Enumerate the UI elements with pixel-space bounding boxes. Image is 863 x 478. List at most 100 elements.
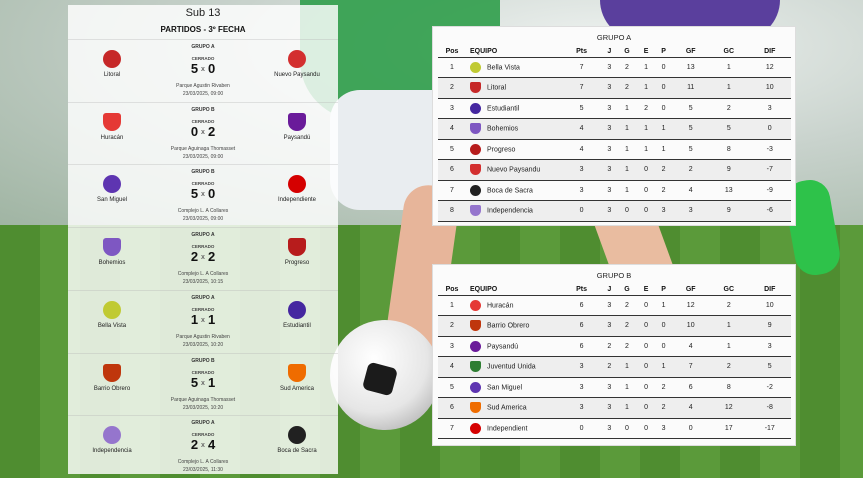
team-crest-icon	[470, 143, 481, 155]
table-row[interactable]: 7 Independient 0 3 0 0 3 0 17 -17	[438, 418, 791, 439]
home-team[interactable]: San Miguel	[67, 175, 157, 203]
cell-g: 0	[616, 418, 638, 439]
table-row[interactable]: 6 Sud America 3 3 1 0 2 4 12 -8	[438, 397, 791, 419]
cell-team[interactable]: Progreso	[466, 139, 561, 160]
table-row[interactable]: 2 Barrio Obrero 6 3 2 0 0 10 1 9	[438, 315, 791, 337]
cell-gc: 5	[709, 118, 749, 140]
away-team[interactable]: Sud America	[252, 363, 342, 392]
cell-team[interactable]: Nuevo Paysandu	[466, 159, 561, 181]
team-crest-icon	[470, 402, 481, 414]
away-team[interactable]: Progreso	[252, 238, 342, 266]
home-team-name: Bella Vista	[97, 322, 127, 329]
cell-team[interactable]: Independencia	[466, 200, 561, 222]
col-e: E	[637, 284, 655, 296]
cell-j: 3	[602, 315, 617, 337]
cell-gf: 2	[672, 159, 710, 181]
cell-p: 1	[654, 295, 673, 316]
away-score: 1	[207, 374, 216, 390]
col-e: E	[637, 46, 655, 58]
cell-e: 0	[637, 315, 655, 337]
table-row[interactable]: 4 Juventud Unida 3 2 1 0 1 7 2 5	[438, 356, 791, 378]
team-crest-icon	[470, 102, 481, 114]
table-row[interactable]: 5 San Miguel 3 3 1 0 2 6 8 -2	[438, 377, 791, 398]
cell-team[interactable]: Sud America	[466, 397, 561, 419]
cell-pts: 6	[561, 336, 603, 357]
home-score: 2	[190, 437, 199, 453]
cell-dif: -6	[748, 200, 791, 222]
match-card[interactable]: GRUPO B CERRADO 0 x 2 Parque Aguinaga Thomass…	[67, 101, 338, 164]
cell-team[interactable]: Bella Vista	[466, 57, 561, 78]
table-row[interactable]: 1 Huracán 6 3 2 0 1 12 2 10	[438, 295, 791, 316]
home-team-name: Bohemios	[98, 260, 126, 267]
cell-p: 3	[654, 200, 673, 222]
table-row[interactable]: 1 Bella Vista 7 3 2 1 0 13 1 12	[438, 57, 791, 78]
home-team[interactable]: Bella Vista	[67, 300, 157, 329]
cell-team[interactable]: Boca de Sacra	[466, 180, 561, 201]
cell-e: 0	[637, 336, 655, 357]
standings-table-a: Pos EQUIPO Pts J G E P GF GC DIF 1 Bella …	[438, 46, 791, 222]
match-card[interactable]: GRUPO A CERRADO 5 x 0 Parque Agustin Rivaben 2…	[68, 39, 338, 101]
cell-team[interactable]: Juventud Unida	[466, 356, 561, 378]
away-team[interactable]: Boca de Sacra	[252, 426, 342, 454]
table-row[interactable]: 3 Paysandú 6 2 2 0 0 4 1 3	[438, 336, 791, 357]
away-team[interactable]: Paysandú	[252, 112, 342, 141]
col-p: P	[654, 284, 673, 296]
team-crest-icon	[470, 422, 481, 434]
table-row[interactable]: 4 Bohemios 4 3 1 1 1 5 5 0	[438, 118, 791, 140]
home-team[interactable]: Bohemios	[67, 238, 157, 266]
cell-g: 1	[616, 139, 638, 160]
match-card[interactable]: GRUPO B CERRADO 5 x 0 Complejo L. A Collares 2…	[68, 164, 338, 226]
cell-team[interactable]: San Miguel	[466, 377, 561, 398]
cell-team[interactable]: Litoral	[466, 77, 561, 99]
table-row[interactable]: 8 Independencia 0 3 0 0 3 3 9 -6	[438, 200, 791, 222]
match-card[interactable]: GRUPO A CERRADO 2 x 2 Complejo L. A Collares 2…	[68, 227, 338, 289]
col-gc: GC	[709, 284, 749, 296]
away-team[interactable]: Nuevo Paysandu	[252, 50, 342, 78]
match-card[interactable]: GRUPO A CERRADO 1 x 1 Parque Agustin Rivaben 2…	[67, 289, 338, 352]
away-score: 2	[207, 249, 216, 265]
match-card[interactable]: GRUPO B CERRADO 5 x 1 Parque Aguinaga Thomass…	[67, 352, 338, 415]
cell-pts: 7	[561, 77, 603, 99]
team-crest-icon	[470, 123, 481, 135]
home-team[interactable]: Independencia	[67, 426, 157, 454]
standings-group-b: GRUPO B Pos EQUIPO Pts J G E P GF GC DIF…	[432, 264, 796, 446]
cell-g: 0	[616, 200, 638, 222]
away-team[interactable]: Independiente	[252, 175, 342, 203]
team-name: Paysandú	[487, 343, 519, 351]
match-group: GRUPO A	[191, 44, 215, 50]
cell-gc: 12	[709, 397, 749, 419]
table-row[interactable]: 6 Nuevo Paysandu 3 3 1 0 2 2 9 -7	[438, 159, 791, 181]
away-team[interactable]: Estudiantil	[252, 300, 342, 329]
home-team-name: Independencia	[92, 448, 132, 455]
cell-pos: 7	[438, 180, 466, 201]
match-venue: Complejo L. A Collares	[177, 459, 229, 466]
team-crest-icon	[470, 82, 481, 94]
home-team[interactable]: Huracán	[67, 112, 157, 141]
table-row[interactable]: 2 Litoral 7 3 2 1 0 11 1 10	[438, 77, 791, 99]
table-row[interactable]: 3 Estudiantil 5 3 1 2 0 5 2 3	[438, 98, 791, 119]
cell-team[interactable]: Estudiantil	[466, 98, 561, 119]
cell-pts: 0	[561, 418, 603, 439]
team-name: Huracán	[487, 302, 514, 310]
cell-pts: 7	[561, 57, 603, 78]
cell-team[interactable]: Barrio Obrero	[466, 315, 561, 337]
cell-gf: 0	[672, 418, 710, 439]
table-row[interactable]: 7 Boca de Sacra 3 3 1 0 2 4 13 -9	[438, 180, 791, 201]
cell-gc: 9	[709, 200, 749, 222]
cell-dif: -9	[748, 180, 791, 201]
home-team[interactable]: Barrio Obrero	[67, 363, 157, 392]
cell-p: 0	[654, 77, 673, 99]
home-team[interactable]: Litoral	[67, 50, 157, 78]
table-row[interactable]: 5 Progreso 4 3 1 1 1 5 8 -3	[438, 139, 791, 160]
team-crest-icon	[103, 50, 121, 68]
cell-pos: 4	[438, 356, 466, 378]
cell-team[interactable]: Bohemios	[466, 118, 561, 140]
home-score: 5	[190, 374, 199, 390]
match-group: GRUPO B	[191, 357, 215, 364]
match-card[interactable]: GRUPO A CERRADO 2 x 4 Complejo L. A Collares 2…	[68, 415, 338, 477]
cell-team[interactable]: Paysandú	[466, 336, 561, 357]
cell-team[interactable]: Independient	[466, 418, 561, 439]
cell-team[interactable]: Huracán	[466, 295, 561, 316]
